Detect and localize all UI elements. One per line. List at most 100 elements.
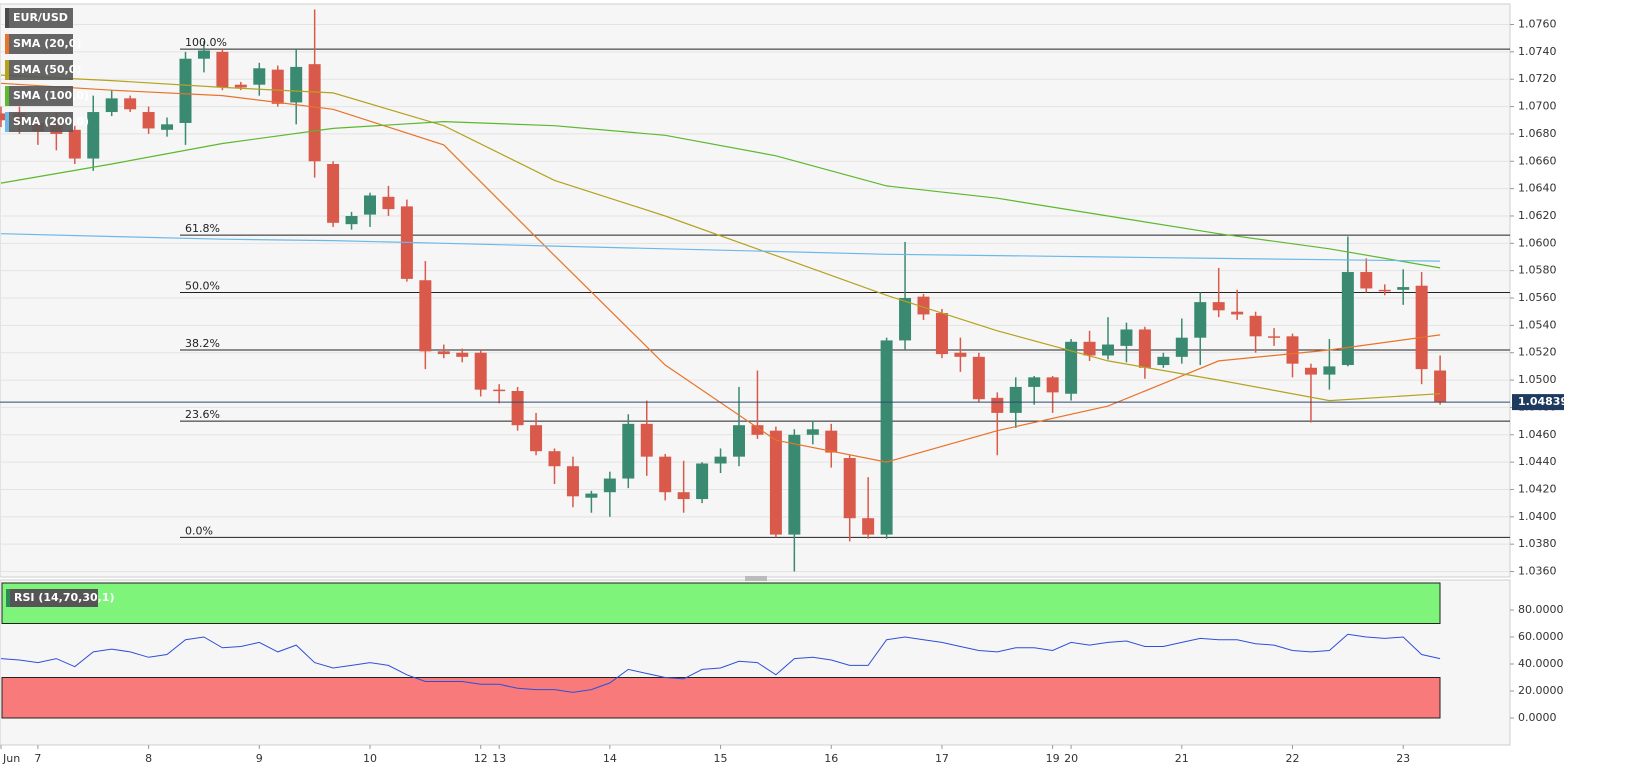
candle-body xyxy=(1231,311,1244,315)
candle-body xyxy=(364,195,376,215)
candle-body xyxy=(640,423,653,457)
legend-item[interactable]: SMA (50,0) xyxy=(5,60,81,80)
y-tick-label: 1.0360 xyxy=(1518,565,1557,578)
y-tick-label: 1.0620 xyxy=(1518,209,1557,222)
fib-label: 38.2% xyxy=(185,337,220,350)
legend-box xyxy=(5,112,73,132)
candle-body xyxy=(1065,341,1078,394)
legend-item[interactable]: SMA (20,0) xyxy=(5,34,81,54)
marks-layer xyxy=(0,9,1447,693)
y-tick-label: 1.0760 xyxy=(1518,18,1557,31)
panel-resize-handle[interactable] xyxy=(745,576,767,581)
y-tick-label: 1.0640 xyxy=(1518,182,1557,195)
legend-item[interactable]: RSI (14,70,30,1) xyxy=(6,589,114,607)
candle-body xyxy=(290,66,303,103)
candle-body xyxy=(991,397,1004,413)
fib-label: 50.0% xyxy=(185,280,220,293)
candle-body xyxy=(1268,336,1281,338)
candle-body xyxy=(733,425,745,457)
candle-body xyxy=(68,129,81,159)
candle-body xyxy=(234,84,247,88)
candle-body xyxy=(308,64,321,162)
candle-body xyxy=(825,430,838,453)
candle-body xyxy=(124,98,137,110)
candle-body xyxy=(1212,302,1225,311)
candle-body xyxy=(419,280,432,352)
x-tick-label: 20 xyxy=(1064,752,1078,765)
y-tick-label: 1.0460 xyxy=(1518,428,1557,441)
y-tick-label: 1.0700 xyxy=(1518,100,1557,113)
x-tick-label: 23 xyxy=(1396,752,1410,765)
sma-line xyxy=(0,233,1441,262)
y-tick-label: 60.0000 xyxy=(1518,630,1564,643)
x-tick-label: 7 xyxy=(34,752,41,765)
legend-item[interactable]: SMA (100,0) xyxy=(5,86,89,106)
candle-body xyxy=(161,124,174,130)
y-tick-label: 1.0440 xyxy=(1518,455,1557,468)
candle-body xyxy=(1304,367,1317,375)
legend-swatch xyxy=(5,34,9,54)
y-tick-label: 1.0740 xyxy=(1518,45,1557,58)
legend-label: SMA (50,0) xyxy=(13,63,81,76)
candle-body xyxy=(87,112,100,159)
y-tick-label: 1.0500 xyxy=(1518,373,1557,386)
y-tick-label: 1.0540 xyxy=(1518,318,1557,331)
fib-label: 0.0% xyxy=(185,524,213,537)
candle-body xyxy=(603,478,616,493)
candle-body xyxy=(216,51,229,88)
candle-body xyxy=(1120,329,1133,346)
candle-body xyxy=(1009,386,1022,413)
y-tick-label: 1.0560 xyxy=(1518,291,1557,304)
legend-label: SMA (100,0) xyxy=(13,89,89,102)
candle-body xyxy=(1341,272,1354,366)
candle-body xyxy=(1046,377,1059,393)
candle-body xyxy=(1434,370,1447,402)
candle-body xyxy=(1102,344,1114,356)
x-tick-label: 14 xyxy=(603,752,617,765)
legend-swatch xyxy=(5,60,9,80)
rsi-line xyxy=(0,633,1441,693)
candle-body xyxy=(899,298,912,341)
fib-label: 61.8% xyxy=(185,222,220,235)
x-tick-label: 15 xyxy=(714,752,728,765)
candle-body xyxy=(1397,287,1410,290)
candle-body xyxy=(751,425,764,435)
sma-line xyxy=(0,120,1441,269)
candle-body xyxy=(972,356,985,400)
legend-box xyxy=(5,86,73,106)
fib-label: 100.0% xyxy=(185,36,227,49)
x-tick-label: Jun xyxy=(2,752,20,765)
x-tick-label: 8 xyxy=(145,752,152,765)
candle-body xyxy=(327,164,340,223)
candle-body xyxy=(1415,285,1428,370)
y-tick-label: 0.0000 xyxy=(1518,711,1557,724)
legend-item[interactable]: EUR/USD xyxy=(5,8,73,28)
y-tick-label: 1.0520 xyxy=(1518,346,1557,359)
candle-body xyxy=(456,352,469,357)
candle-body xyxy=(105,98,118,113)
candle-body xyxy=(437,351,450,355)
candle-body xyxy=(511,391,524,426)
candle-body xyxy=(1157,356,1170,366)
candle-body xyxy=(253,68,266,85)
candle-body xyxy=(788,434,801,535)
legend-label: EUR/USD xyxy=(13,11,68,24)
candle-body xyxy=(530,425,543,452)
legend-swatch xyxy=(6,589,10,607)
candle-body xyxy=(696,463,709,500)
legend-label: SMA (200,0) xyxy=(13,115,89,128)
last-price-box xyxy=(1512,394,1564,411)
candle-body xyxy=(806,429,819,435)
y-tick-label: 1.0420 xyxy=(1518,482,1557,495)
candle-body xyxy=(1323,366,1336,375)
grid-layer: 1.03601.03801.04001.04201.04401.04601.04… xyxy=(0,18,1564,765)
price-panel xyxy=(0,3,1511,578)
legend-item[interactable]: SMA (200,0) xyxy=(5,112,89,132)
candle-body xyxy=(1028,377,1041,387)
candle-body xyxy=(345,215,358,225)
candle-body xyxy=(1286,336,1299,364)
y-tick-label: 20.0000 xyxy=(1518,684,1564,697)
candle-body xyxy=(382,196,395,210)
candle-body xyxy=(548,451,561,467)
y-tick-label: 80.0000 xyxy=(1518,603,1564,616)
